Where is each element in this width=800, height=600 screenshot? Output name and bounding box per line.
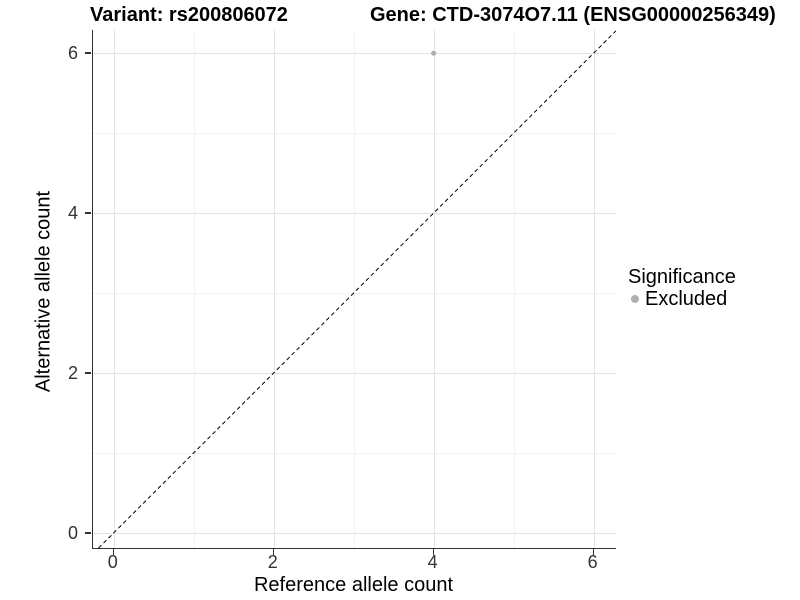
minor-gridline-horizontal bbox=[93, 133, 616, 135]
minor-gridline-horizontal bbox=[93, 452, 616, 454]
x-tick-label: 6 bbox=[587, 552, 598, 572]
y-axis-title: Alternative allele count bbox=[32, 190, 55, 393]
legend-title: Significance bbox=[628, 266, 736, 288]
x-axis-title: Reference allele count bbox=[253, 574, 453, 596]
plot-title-variant: Variant: rs200806072 bbox=[90, 4, 288, 26]
major-gridline-vertical bbox=[433, 30, 435, 548]
identity-dashed-line bbox=[98, 30, 616, 548]
x-tick-mark bbox=[592, 549, 595, 555]
major-gridline-vertical bbox=[273, 30, 275, 548]
major-gridline-horizontal bbox=[93, 53, 616, 55]
y-tick-label: 6 bbox=[67, 43, 78, 64]
y-tick-label: 2 bbox=[67, 362, 78, 383]
x-tick-mark bbox=[432, 549, 435, 555]
y-tick-mark bbox=[85, 212, 91, 214]
legend-item-label: Excluded bbox=[645, 288, 728, 310]
y-tick-mark bbox=[85, 372, 91, 374]
minor-gridline-vertical bbox=[513, 30, 515, 548]
y-tick-label: 4 bbox=[67, 203, 78, 224]
legend: Significance Excluded bbox=[628, 266, 736, 310]
plot-title-gene: Gene: CTD-3074O7.11 (ENSG00000256349) bbox=[370, 4, 776, 26]
x-tick-mark bbox=[272, 549, 275, 555]
x-tick-mark bbox=[112, 549, 115, 555]
plot-panel bbox=[92, 30, 616, 549]
major-gridline-horizontal bbox=[93, 213, 616, 215]
major-gridline-horizontal bbox=[93, 372, 616, 374]
y-tick-mark bbox=[85, 52, 91, 54]
major-gridline-vertical bbox=[113, 30, 115, 548]
minor-gridline-horizontal bbox=[93, 292, 616, 294]
minor-gridline-vertical bbox=[193, 30, 195, 548]
x-tick-label: 2 bbox=[267, 552, 278, 572]
excluded-point-icon bbox=[631, 295, 639, 303]
x-tick-label: 0 bbox=[107, 552, 118, 572]
data-point bbox=[431, 50, 437, 56]
major-gridline-horizontal bbox=[93, 532, 616, 534]
plot-layer bbox=[98, 30, 616, 548]
y-tick-label: 0 bbox=[67, 522, 78, 543]
x-tick-label: 4 bbox=[427, 552, 438, 572]
major-gridline-vertical bbox=[593, 30, 595, 548]
legend-item-excluded: Excluded bbox=[628, 288, 736, 310]
minor-gridline-vertical bbox=[353, 30, 355, 548]
y-tick-mark bbox=[85, 532, 91, 534]
